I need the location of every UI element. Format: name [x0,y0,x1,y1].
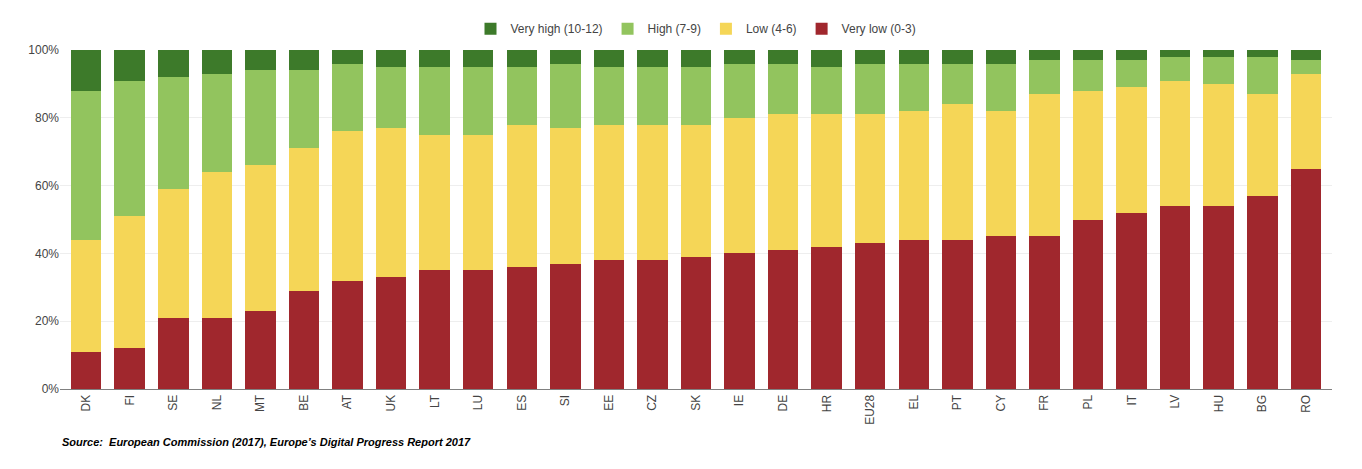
svg-text:HU: HU [1212,395,1226,412]
svg-text:20%: 20% [35,314,59,328]
svg-text:NL: NL [210,394,224,410]
svg-text:ES: ES [515,395,529,411]
svg-text:80%: 80% [35,111,59,125]
svg-text:FR: FR [1037,394,1051,410]
svg-text:SE: SE [166,395,180,411]
svg-text:HR: HR [820,394,834,412]
svg-text:FI: FI [123,395,137,406]
svg-text:SK: SK [689,395,703,411]
svg-text:AT: AT [340,394,354,409]
svg-text:DE: DE [776,395,790,412]
svg-text:BG: BG [1255,395,1269,412]
svg-text:LT: LT [428,394,442,408]
svg-text:EU28: EU28 [863,394,877,424]
svg-text:LV: LV [1168,395,1182,409]
svg-text:CZ: CZ [645,395,659,411]
svg-text:High (7-9): High (7-9) [648,22,701,36]
svg-text:BE: BE [297,395,311,411]
svg-text:MT: MT [253,394,267,412]
svg-text:60%: 60% [35,179,59,193]
svg-text:Very low (0-3): Very low (0-3) [842,22,916,36]
svg-text:EL: EL [907,394,921,409]
svg-text:IE: IE [732,395,746,406]
svg-text:Very high (10-12): Very high (10-12) [511,22,603,36]
svg-text:PT: PT [950,394,964,410]
svg-text:PL: PL [1081,394,1095,409]
svg-text:EE: EE [602,395,616,411]
svg-text:DK: DK [79,395,93,412]
svg-text:UK: UK [384,395,398,412]
svg-text:Source: European Commission (: Source: European Commission (2017), Euro… [62,436,471,448]
svg-text:IT: IT [1125,394,1139,405]
svg-text:40%: 40% [35,247,59,261]
svg-text:LU: LU [471,395,485,410]
svg-text:100%: 100% [28,43,59,57]
svg-text:0%: 0% [42,382,60,396]
svg-text:Low (4-6): Low (4-6) [746,22,797,36]
svg-text:SI: SI [558,395,572,406]
svg-text:CY: CY [994,395,1008,412]
svg-text:RO: RO [1299,395,1313,413]
